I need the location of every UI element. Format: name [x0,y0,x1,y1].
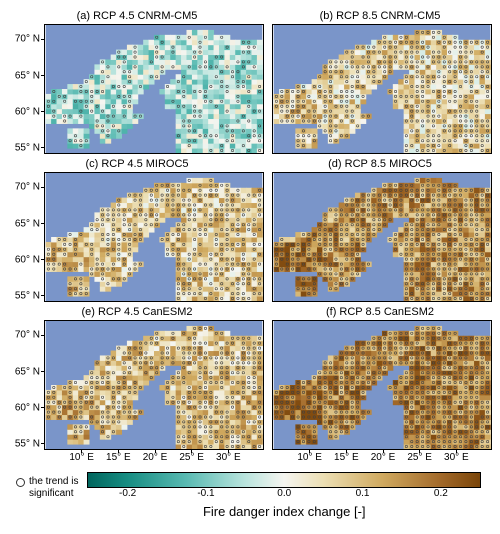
colorbar [87,472,481,488]
ytick-label: 55° N [0,142,40,153]
ytick-label: 55° N [0,438,40,449]
xtick-label: 20° E [143,452,168,463]
significance-label: the trend issignificant [29,476,78,500]
map-box: 55° N60° N65° N70° N [44,172,264,302]
xtick-label: 25° E [179,452,204,463]
colorbar-ticks: -0.2 -0.1 0.0 0.1 0.2 [88,488,480,502]
xtick-label: 25° E [407,452,432,463]
ytick-label: 60° N [0,254,40,265]
map-panel-a: (a) RCP 4.5 CNRM-CM5 55° N60° N65° N70° N [10,10,264,154]
panel-title: (f) RCP 8.5 CanESM2 [268,306,492,318]
xtick-label: 20° E [371,452,396,463]
xtick-label: 15° E [334,452,359,463]
colorbar-tick: 0.2 [434,488,448,499]
colorbar-wrap: -0.2 -0.1 0.0 0.1 0.2 Fire danger index chan… [88,472,480,519]
ytick-label: 70° N [0,182,40,193]
ytick-label: 60° N [0,106,40,117]
map-box: 10° E15° E20° E25° E30° E [272,320,492,450]
map-panel-f: (f) RCP 8.5 CanESM2 10° E15° E20° E25° E3… [268,306,492,450]
map-box: 55° N60° N65° N70° N10° E15° E20° E25° E… [44,320,264,450]
colorbar-label: Fire danger index change [-] [203,504,366,519]
ytick-label: 65° N [0,366,40,377]
colorbar-tick: -0.2 [119,488,136,499]
ytick-label: 55° N [0,290,40,301]
panel-grid: (a) RCP 4.5 CNRM-CM5 55° N60° N65° N70° N… [10,10,490,450]
ytick-label: 65° N [0,218,40,229]
significance-legend: the trend issignificant [16,476,78,500]
xtick-label: 30° E [444,452,469,463]
panel-title: (a) RCP 4.5 CNRM-CM5 [10,10,264,22]
panel-title: (c) RCP 4.5 MIROC5 [10,158,264,170]
bottom-legend-area: the trend issignificant -0.2 -0.1 0.0 0.1 0.… [10,472,490,519]
ytick-label: 70° N [0,330,40,341]
map-box [272,24,492,154]
map-box: 55° N60° N65° N70° N [44,24,264,154]
open-circle-icon [16,478,25,487]
xtick-label: 10° E [69,452,94,463]
ytick-label: 65° N [0,70,40,81]
colorbar-tick: -0.1 [197,488,214,499]
xtick-label: 30° E [216,452,241,463]
xtick-label: 15° E [106,452,131,463]
panel-title: (d) RCP 8.5 MIROC5 [268,158,492,170]
map-panel-d: (d) RCP 8.5 MIROC5 [268,158,492,302]
map-panel-b: (b) RCP 8.5 CNRM-CM5 [268,10,492,154]
panel-title: (e) RCP 4.5 CanESM2 [10,306,264,318]
panel-title: (b) RCP 8.5 CNRM-CM5 [268,10,492,22]
colorbar-tick: 0.0 [277,488,291,499]
ytick-label: 60° N [0,402,40,413]
xtick-label: 10° E [297,452,322,463]
colorbar-tick: 0.1 [356,488,370,499]
map-box [272,172,492,302]
map-panel-c: (c) RCP 4.5 MIROC5 55° N60° N65° N70° N [10,158,264,302]
ytick-label: 70° N [0,34,40,45]
map-panel-e: (e) RCP 4.5 CanESM2 55° N60° N65° N70° N1… [10,306,264,450]
